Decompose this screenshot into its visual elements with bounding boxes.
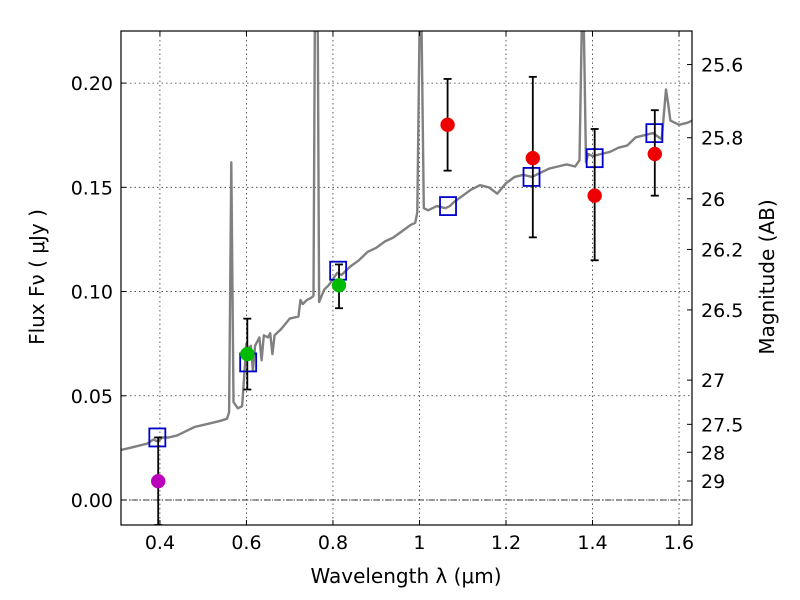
y2-axis-title: Magnitude (AB)	[755, 199, 779, 354]
model-square	[439, 196, 457, 216]
y2-tick-label: 25.6	[701, 55, 743, 77]
photometry-point	[440, 117, 455, 133]
y-tick-label: 0.05	[71, 386, 113, 408]
y2-tick-label: 25.8	[701, 128, 743, 150]
photometry-point	[647, 146, 663, 162]
y-tick-label: 0.00	[71, 490, 113, 512]
x-tick-label: 0.8	[318, 532, 348, 554]
y2-tick-label: 27	[701, 370, 725, 392]
spectrum-line	[121, 31, 692, 452]
x-axis-title: Wavelength λ (μm)	[310, 564, 501, 588]
y-tick-label: 0.20	[71, 73, 113, 95]
model-square	[522, 167, 541, 187]
x-tick-label: 1.6	[664, 532, 694, 554]
axis-ticks	[121, 31, 692, 525]
photometry-point	[240, 346, 255, 362]
plot-frame	[120, 30, 693, 526]
photometry-point	[331, 278, 347, 293]
photometry-point	[150, 473, 166, 489]
photometry-point	[587, 188, 602, 203]
y-tick-label: 0.10	[71, 282, 113, 304]
y2-tick-label: 29	[701, 471, 725, 493]
x-tick-label: 0.4	[145, 532, 175, 554]
x-tick-label: 0.6	[231, 532, 261, 554]
y2-tick-label: 26	[701, 189, 725, 211]
axis-tick-labels: 0.4 0.6 0.8 1 1.2 1.4 1.6 0.00 0.05 0.10 0.15 0.20 2…	[71, 55, 744, 554]
y-axis-title: Flux Fν ( μJy )	[25, 209, 49, 345]
y-tick-label: 0.15	[71, 177, 113, 199]
x-tick-label: 1.4	[577, 532, 607, 554]
y2-tick-label: 26.2	[701, 239, 743, 261]
y2-tick-label: 26.5	[701, 300, 743, 322]
x-tick-label: 1.2	[491, 532, 521, 554]
plot-area	[121, 31, 692, 525]
y2-tick-label: 27.5	[701, 414, 743, 436]
photometry-point	[525, 150, 541, 166]
x-tick-label: 1	[413, 532, 425, 554]
y2-tick-label: 28	[701, 442, 725, 464]
grid	[121, 31, 692, 525]
